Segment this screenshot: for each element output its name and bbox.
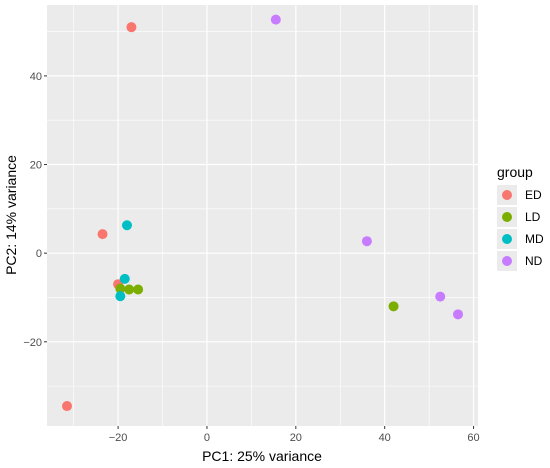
y-tick-label: 40 [30,71,42,83]
data-point-ld [115,283,126,294]
legend-key-ld [502,212,512,222]
data-point-nd [435,291,446,302]
x-tick-label: −20 [109,432,128,444]
data-point-nd [361,236,372,247]
legend-label-md: MD [525,232,544,246]
legend-key-nd [502,256,512,266]
x-axis: −20 0 20 40 60 [109,426,480,444]
data-point-nd [453,309,464,320]
y-tick-label: 20 [30,160,42,172]
x-tick-label: 60 [467,432,479,444]
plot-panel [47,5,478,426]
data-point-ed [61,401,72,412]
legend-title: group [497,164,533,180]
y-tick-label: 0 [36,248,42,260]
data-point-ld [388,301,399,312]
data-point-ld [124,284,135,295]
legend-key-ed [502,190,512,200]
data-point-md [115,291,126,302]
data-point-nd [270,14,281,25]
x-tick-label: 40 [379,432,391,444]
x-tick-label: 0 [204,432,210,444]
y-axis-title: PC2: 14% variance [3,155,19,275]
data-point-ed [126,22,137,33]
legend-label-ld: LD [525,210,541,224]
legend-items: ED LD MD ND [497,185,544,271]
x-tick-label: 20 [290,432,302,444]
data-point-md [121,220,132,231]
x-axis-title: PC1: 25% variance [202,448,322,464]
data-point-ld [133,284,144,295]
data-point-md [119,273,130,284]
data-points [61,14,464,412]
y-axis: −20 0 20 40 [23,71,47,349]
y-tick-label: −20 [23,337,42,349]
major-gridlines [47,5,478,426]
legend-label-nd: ND [525,254,543,268]
legend-label-ed: ED [525,188,542,202]
legend-key-md [502,234,512,244]
data-point-ed [97,229,108,240]
legend: group ED LD MD ND [497,164,544,271]
